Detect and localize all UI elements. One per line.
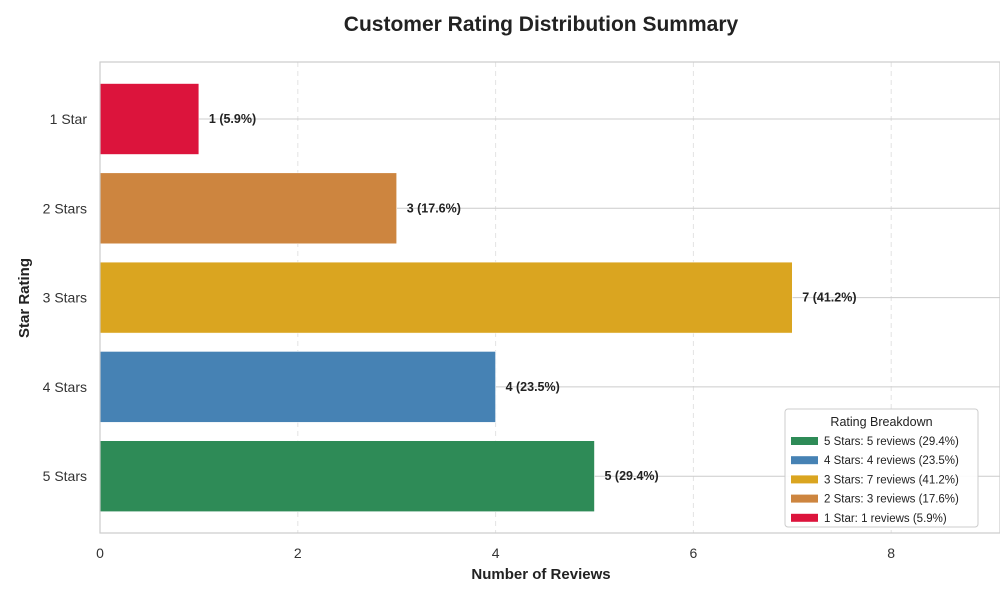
legend: Rating Breakdown 5 Stars: 5 reviews (29.4… xyxy=(784,408,979,528)
legend-swatch xyxy=(791,475,818,484)
y-tick-label: 3 Stars xyxy=(43,290,87,306)
bar-data-label: 4 (23.5%) xyxy=(506,380,560,394)
y-tick-label: 5 Stars xyxy=(43,468,87,484)
y-tick-label: 1 Star xyxy=(50,111,88,127)
bar-data-label: 1 (5.9%) xyxy=(209,112,256,126)
plot-frame xyxy=(99,61,1000,534)
bar-data-label: 7 (41.2%) xyxy=(802,291,856,305)
legend-swatch xyxy=(791,494,818,503)
chart-title: Customer Rating Distribution Summary xyxy=(343,13,739,36)
x-tick-label: 6 xyxy=(690,545,698,561)
bar-data-label: 5 (29.4%) xyxy=(605,469,659,483)
legend-swatch xyxy=(791,513,818,522)
x-tick-label: 2 xyxy=(294,545,302,561)
x-tick-label: 8 xyxy=(887,545,895,561)
bar-data-label: 3 (17.6%) xyxy=(407,201,461,215)
x-tick-label: 0 xyxy=(96,545,104,561)
legend-entry-label: 4 Stars: 4 reviews (23.5%) xyxy=(824,455,959,467)
x-axis-label: Number of Reviews xyxy=(471,566,610,583)
legend-box xyxy=(784,408,979,528)
legend-swatch xyxy=(791,437,818,445)
bar-5 xyxy=(99,440,595,513)
bar-1 xyxy=(99,83,200,155)
tick-layer: 0 2 4 6 8 1 (5.9%) 1 Star 3 (17.6%) 2 Stars 7 (41… xyxy=(43,111,896,561)
bar-3 xyxy=(99,261,793,334)
legend-swatch xyxy=(791,456,818,465)
legend-title: Rating Breakdown xyxy=(830,415,932,429)
x-tick-label: 4 xyxy=(492,545,500,561)
legend-entry-label: 3 Stars: 7 reviews (41.2%) xyxy=(824,474,959,486)
bar-2 xyxy=(99,172,398,245)
legend-entry-label: 2 Stars: 3 reviews (17.6%) xyxy=(824,494,959,506)
bar-4 xyxy=(99,351,496,423)
y-axis-label: Star Rating xyxy=(16,258,33,338)
y-tick-label: 4 Stars xyxy=(43,379,87,395)
legend-entry-label: 1 Star: 1 reviews (5.9%) xyxy=(824,513,947,525)
bar-layer xyxy=(99,83,793,513)
legend-entry-label: 5 Stars: 5 reviews (29.4%) xyxy=(824,436,959,448)
y-tick-label: 2 Stars xyxy=(43,200,87,216)
